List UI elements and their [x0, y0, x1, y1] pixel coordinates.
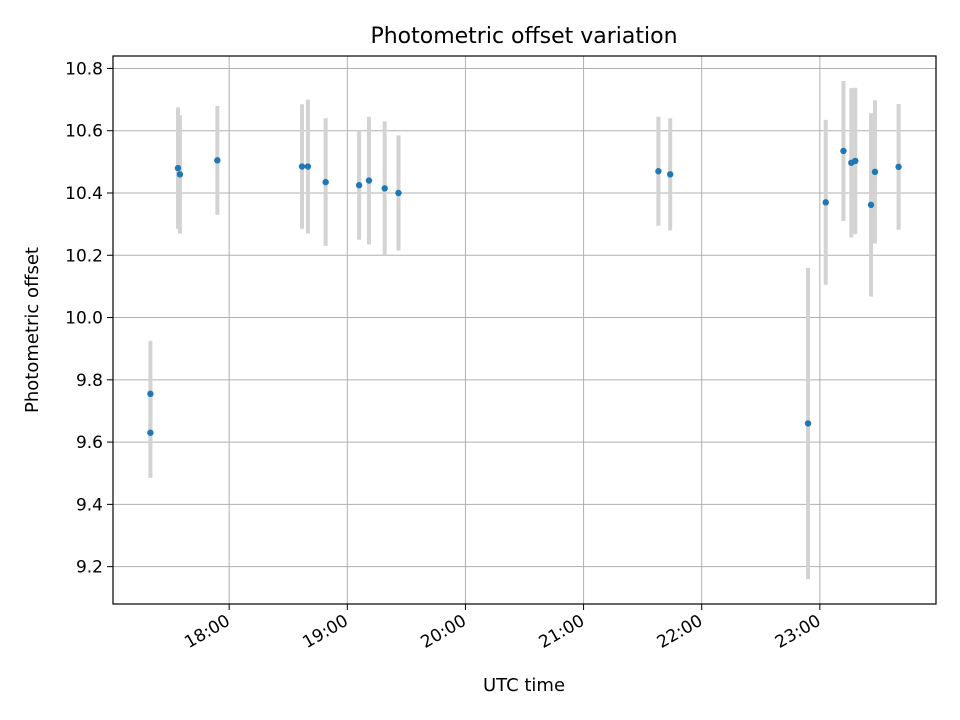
y-tick-label: 10.0 — [65, 309, 103, 329]
grid — [113, 56, 936, 604]
data-point — [214, 157, 221, 164]
data-point — [174, 164, 182, 172]
y-tick-label: 10.8 — [65, 59, 103, 79]
data-point — [871, 168, 879, 176]
y-tick-label: 9.6 — [76, 433, 103, 453]
y-tick-label: 9.4 — [76, 495, 103, 515]
data-point — [895, 163, 902, 171]
data-point — [176, 171, 184, 178]
data-points — [147, 147, 902, 436]
data-point — [867, 201, 875, 209]
chart-title: Photometric offset variation — [370, 24, 677, 49]
y-axis: 9.2 9.4 9.6 9.8 10.0 10.2 10.4 10.6 10.8 — [65, 59, 113, 578]
data-point — [304, 163, 312, 170]
data-point — [381, 185, 388, 192]
data-point — [822, 199, 829, 206]
data-point — [655, 168, 662, 175]
y-axis-label: Photometric offset — [22, 247, 43, 413]
y-tick-label: 9.8 — [76, 371, 103, 391]
data-point — [852, 157, 859, 165]
x-tick-label: 18:00 — [181, 611, 233, 653]
plot-frame — [112, 55, 937, 605]
x-tick-label: 21:00 — [536, 611, 588, 653]
x-tick-label: 20:00 — [417, 611, 469, 653]
x-tick-label: 23:00 — [772, 611, 824, 653]
data-point — [147, 390, 154, 398]
x-tick-label: 22:00 — [654, 611, 706, 653]
y-tick-label: 9.2 — [76, 558, 103, 578]
data-point — [365, 177, 373, 184]
x-axis-label: UTC time — [483, 675, 565, 696]
data-point — [322, 178, 329, 186]
data-point — [355, 182, 363, 189]
x-tick-label: 19:00 — [299, 611, 351, 653]
data-point — [840, 147, 847, 155]
data-point — [666, 171, 674, 178]
y-tick-label: 10.2 — [65, 246, 103, 266]
y-tick-label: 10.4 — [65, 184, 103, 204]
data-point — [395, 189, 402, 197]
data-point — [147, 429, 154, 436]
data-point — [298, 163, 306, 170]
x-axis: 18:00 19:00 20:00 21:00 22:00 23:00 — [181, 604, 824, 653]
data-point — [804, 420, 812, 427]
y-tick-label: 10.6 — [65, 122, 103, 142]
